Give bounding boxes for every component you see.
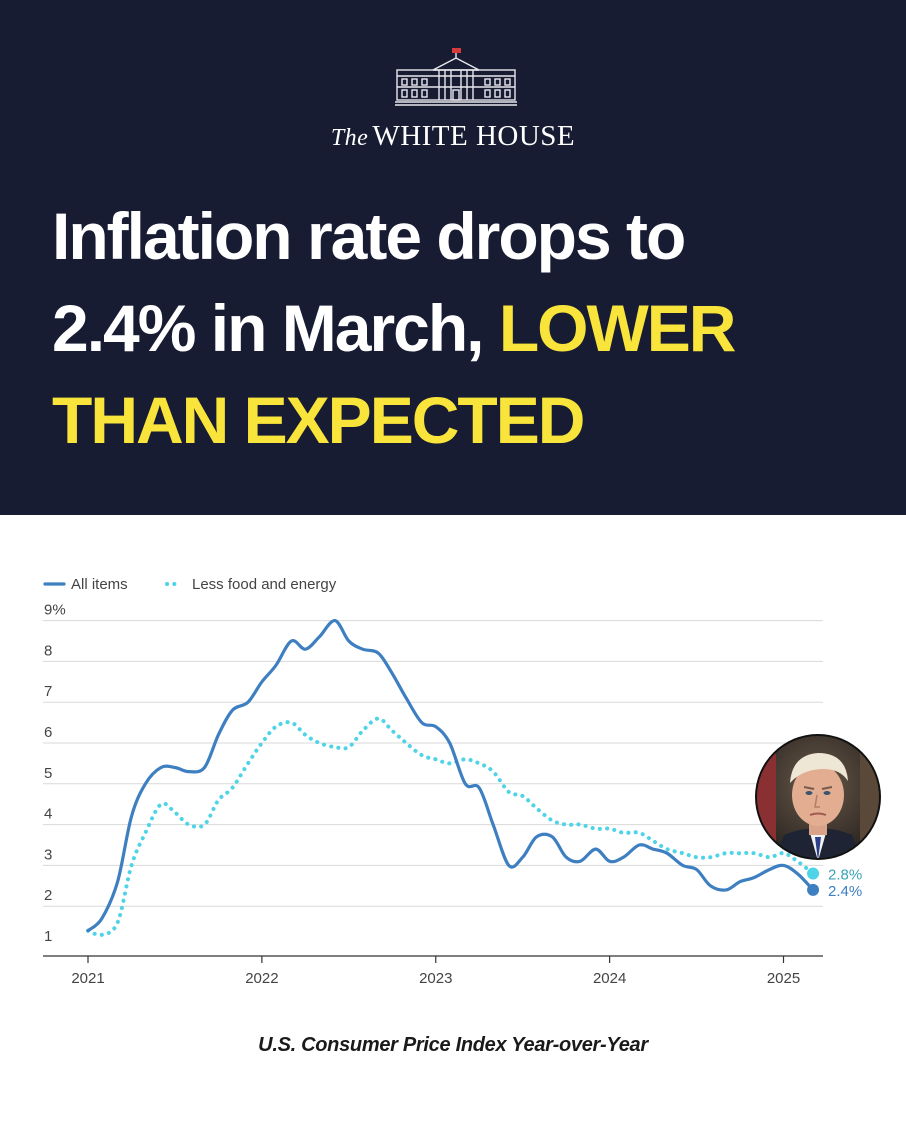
white-house-building-icon: [395, 48, 517, 106]
y-tick-label: 7: [44, 683, 52, 700]
y-tick-label: 5: [44, 765, 52, 782]
y-tick-label: 6: [44, 724, 52, 741]
series-line-less-food-energy: [86, 716, 816, 938]
legend-label-all-items: All items: [71, 576, 128, 593]
y-tick-label: 3: [44, 846, 52, 863]
x-tick-label: 2021: [71, 970, 104, 987]
end-label-less-food-energy: 2.8%: [828, 867, 862, 884]
headline: Inflation rate drops to 2.4% in March, L…: [52, 190, 872, 466]
person-portrait-icon: [755, 734, 881, 860]
white-house-wordmark: The WHITE HOUSE: [0, 120, 906, 153]
headline-highlight-2: THAN EXPECTED: [52, 383, 585, 457]
header-banner: The WHITE HOUSE Inflation rate drops to 2…: [0, 0, 906, 515]
headline-line-2: 2.4% in March,: [52, 291, 484, 365]
cpi-line-chart: 9% 8 7 6 5 4 3 2 1 2021 2022 2023 2024 2025 2.8%2.4% Al…: [43, 576, 862, 987]
x-tick-label: 2022: [245, 970, 278, 987]
wordmark-the: The: [330, 125, 369, 151]
x-tick-label: 2025: [767, 970, 800, 987]
end-label-all-items: 2.4%: [828, 883, 862, 900]
x-tick-label: 2024: [593, 970, 626, 987]
end-point-all-items: [807, 883, 820, 896]
x-tick-label: 2023: [419, 970, 452, 987]
y-tick-label: 1: [44, 928, 52, 945]
headline-line-1: Inflation rate drops to: [52, 199, 686, 273]
y-tick-label: 4: [44, 806, 52, 823]
chart-caption: U.S. Consumer Price Index Year-over-Year: [258, 1034, 648, 1056]
legend-label-less-food-energy: Less food and energy: [192, 576, 337, 593]
end-point-less-food-energy: [807, 867, 820, 880]
series-line-all-items: [86, 619, 815, 933]
y-tick-label: 2: [44, 887, 52, 904]
headline-highlight-1: LOWER: [498, 291, 737, 365]
y-tick-label: 8: [44, 642, 52, 659]
y-tick-label: 9%: [44, 602, 66, 619]
wordmark-name: WHITE HOUSE: [372, 120, 576, 152]
